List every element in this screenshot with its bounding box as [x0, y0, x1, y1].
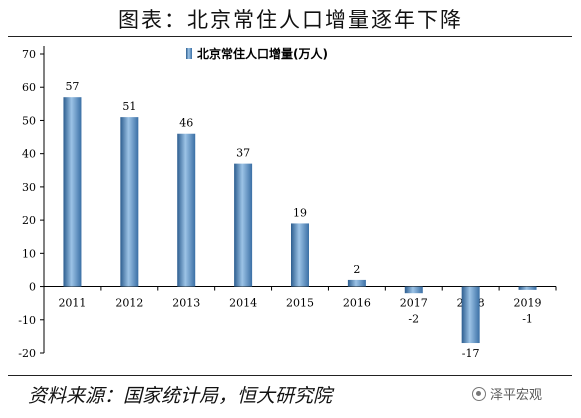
- source-divider: [8, 375, 572, 376]
- x-tick-label: 2017: [400, 297, 428, 310]
- y-tick-label: 40: [22, 148, 36, 161]
- bar-2016: [347, 279, 366, 287]
- data-label-2017: -2: [408, 313, 419, 326]
- bar-2013: [177, 133, 196, 287]
- bar-2019: [518, 286, 537, 290]
- data-labels: 57 51 46 37 19 2 -2 -17 -1: [65, 80, 532, 360]
- x-tick-label: 2011: [58, 297, 86, 310]
- y-tick-label: 10: [22, 247, 36, 260]
- x-tick-label: 2015: [286, 297, 314, 310]
- data-label-2013: 46: [179, 117, 193, 130]
- data-label-2019: -1: [522, 313, 533, 326]
- watermark-text: 泽平宏观: [490, 388, 543, 403]
- bar-2012: [120, 117, 139, 287]
- data-label-2014: 37: [236, 147, 250, 160]
- source-note: 资料来源：国家统计局，恒大研究院: [28, 385, 333, 407]
- x-tick-label: 2019: [514, 297, 542, 310]
- data-label-2011: 57: [65, 80, 79, 93]
- y-tick-label: 30: [22, 181, 36, 194]
- x-tick-label: 2012: [115, 297, 143, 310]
- legend-label: 北京常住人口增量(万人): [197, 46, 328, 61]
- data-label-2016: 2: [353, 263, 360, 276]
- y-tick-label: 70: [22, 48, 36, 61]
- bar-2011: [63, 97, 82, 287]
- data-label-2015: 19: [293, 206, 307, 219]
- x-tick-label: 2013: [172, 297, 200, 310]
- bars: [63, 97, 537, 344]
- y-tick-label: -20: [18, 347, 36, 360]
- chart-title: 图表：北京常住人口增量逐年下降: [118, 8, 463, 32]
- bar-2014: [234, 163, 253, 287]
- y-tick-label: -10: [18, 314, 36, 327]
- y-tick-label: 20: [22, 214, 36, 227]
- y-tick-label: 0: [29, 281, 36, 294]
- legend: 北京常住人口增量(万人): [186, 46, 328, 61]
- title-divider: [8, 36, 572, 37]
- bar-2017: [404, 286, 423, 294]
- bar-2018: [461, 286, 480, 344]
- watermark: 泽平宏观: [472, 384, 542, 403]
- data-label-2018: -17: [462, 347, 480, 360]
- bar-2015: [291, 223, 309, 287]
- y-tick-label: 50: [22, 114, 36, 127]
- y-tick-label: 60: [22, 81, 36, 94]
- data-label-2012: 51: [122, 100, 136, 113]
- x-tick-label: 2016: [343, 297, 371, 310]
- legend-swatch: [186, 48, 192, 59]
- wechat-icon: [472, 386, 486, 401]
- x-tick-label: 2014: [229, 297, 257, 310]
